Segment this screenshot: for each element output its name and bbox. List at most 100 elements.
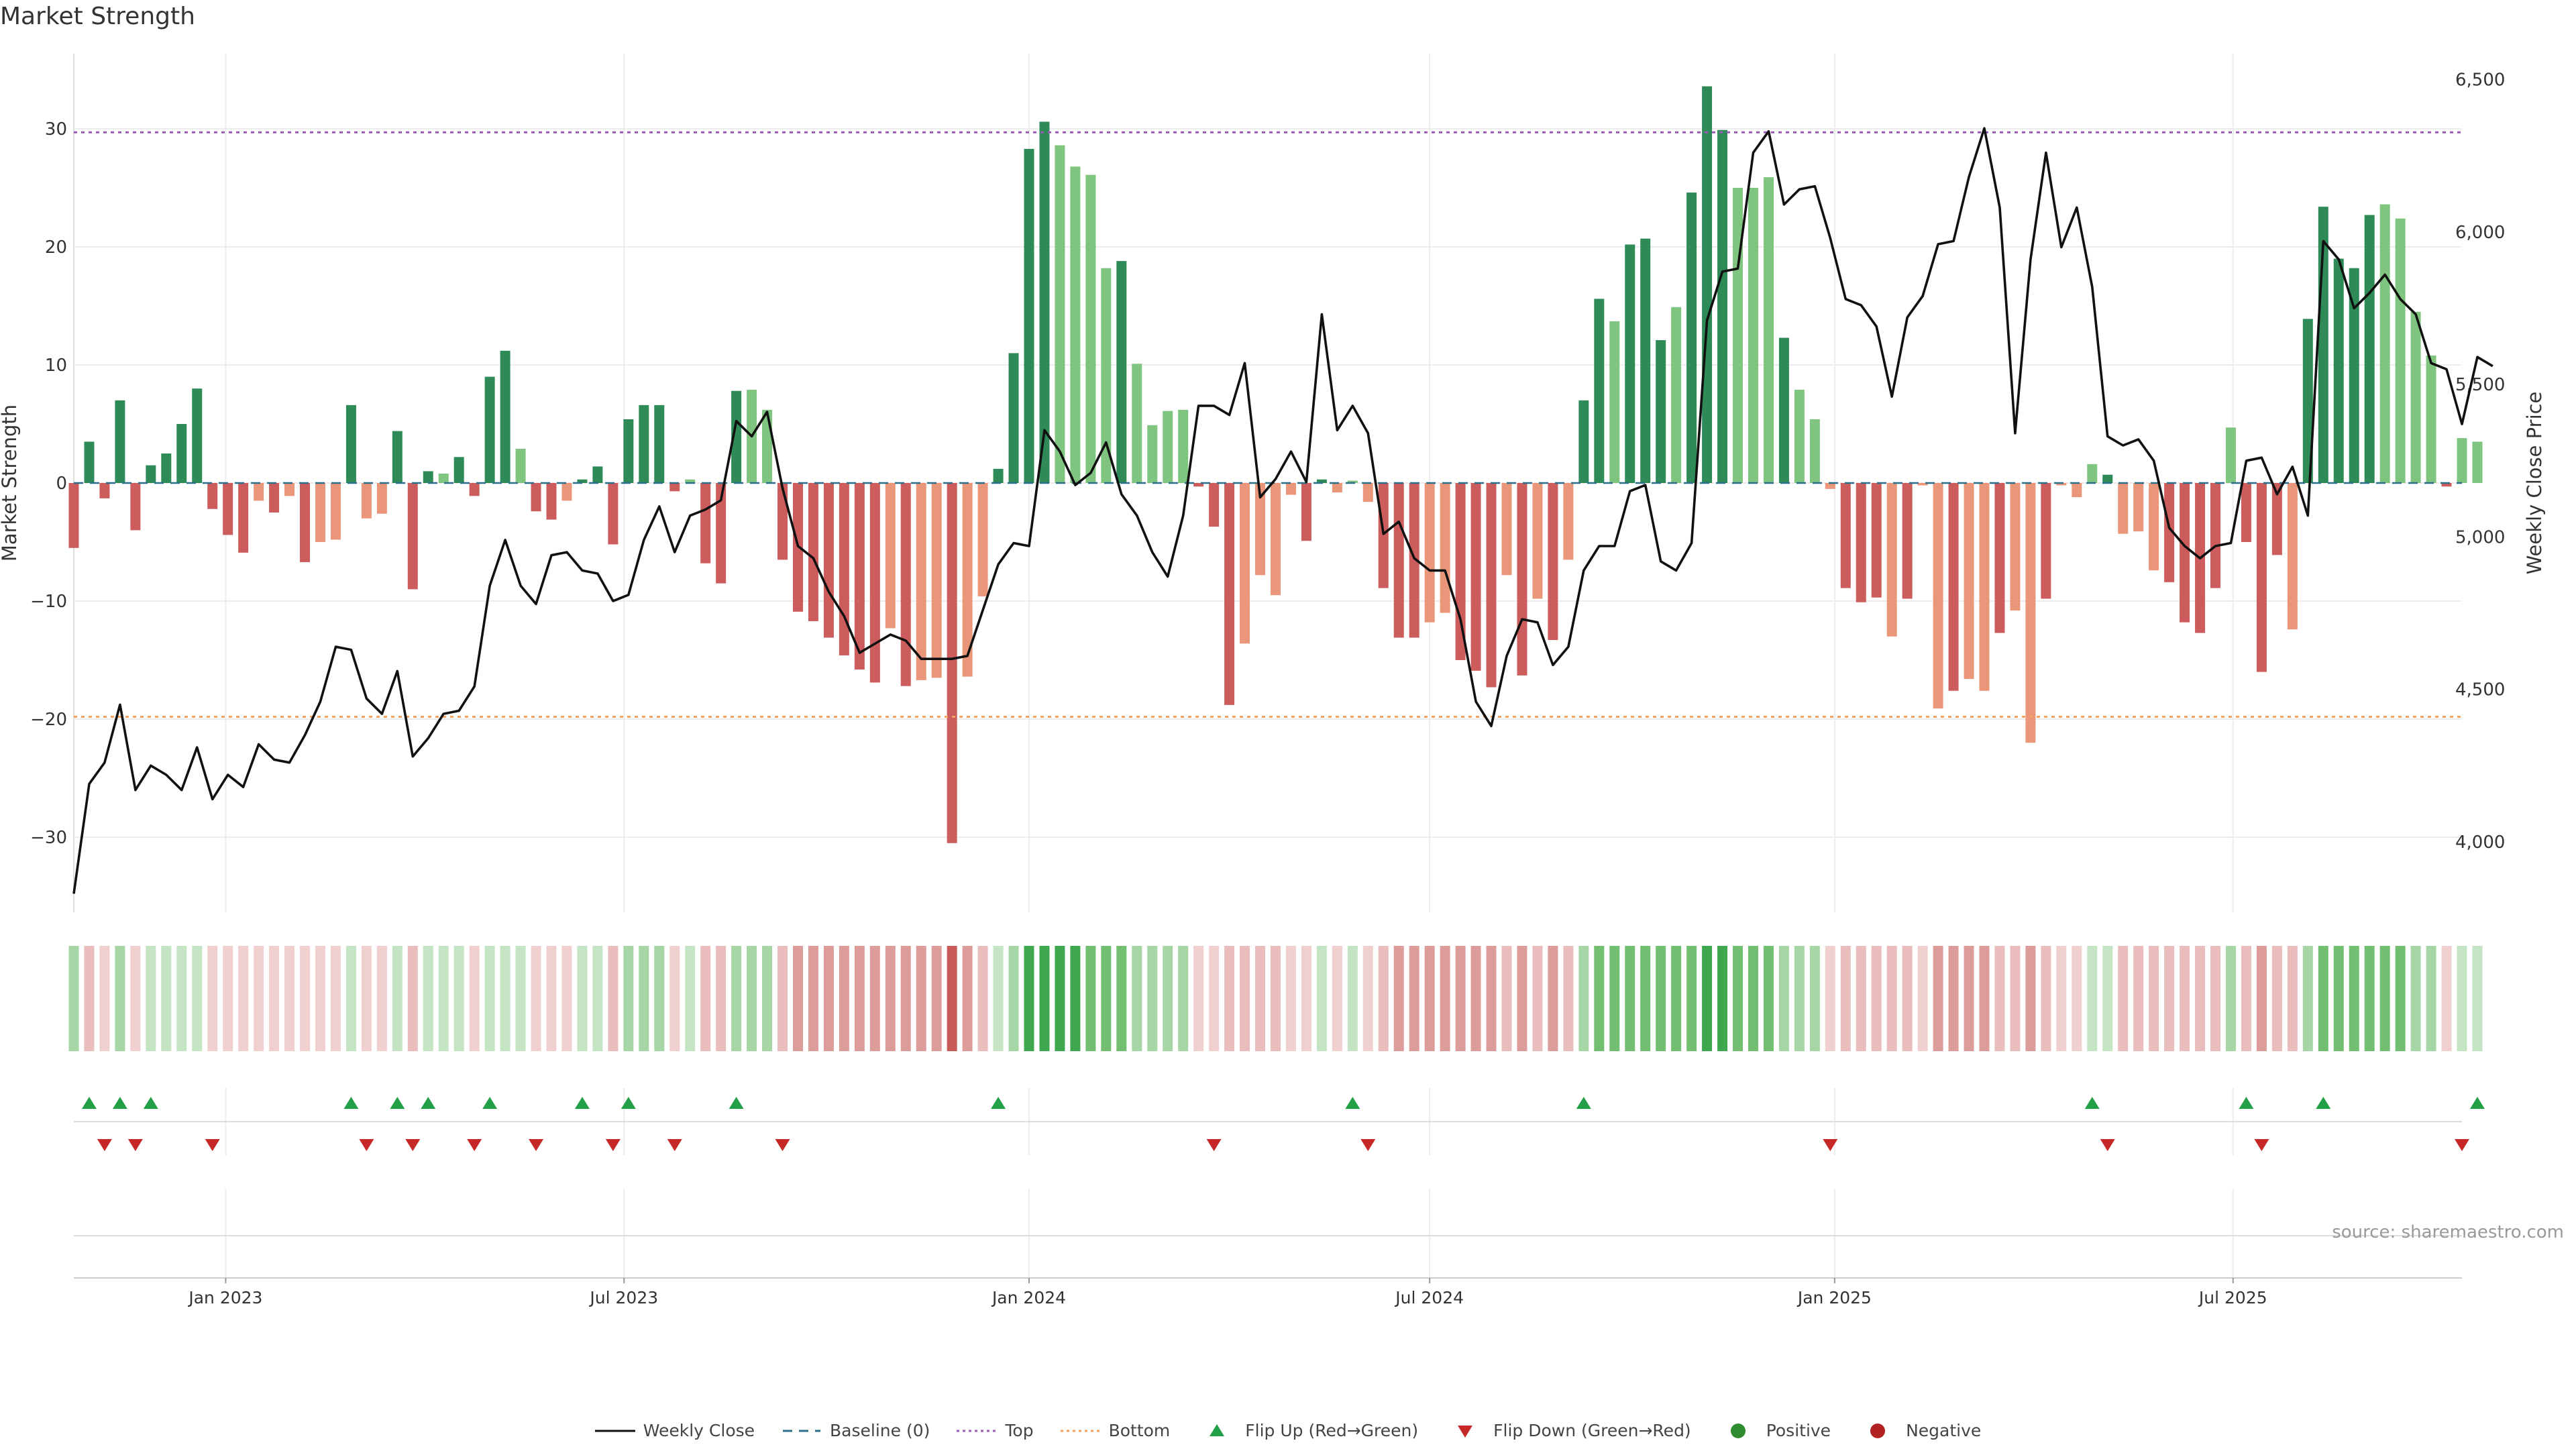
strength-bar bbox=[1902, 483, 1913, 599]
heatstrip-cell bbox=[1393, 946, 1404, 1051]
flip-down-marker bbox=[127, 1139, 143, 1151]
strength-bar bbox=[1440, 483, 1450, 613]
heatstrip-cell bbox=[1055, 946, 1065, 1051]
heatstrip-cell bbox=[1224, 946, 1235, 1051]
strength-bar bbox=[1517, 483, 1527, 676]
triangle-up-icon bbox=[1210, 1424, 1225, 1436]
strength-bar bbox=[700, 483, 711, 564]
gridlines bbox=[74, 54, 2462, 1278]
strength-bar bbox=[1470, 483, 1481, 671]
flip-down-marker bbox=[205, 1139, 220, 1151]
heatstrip-cell bbox=[1024, 946, 1034, 1051]
y-tick-label-right: 6,000 bbox=[2455, 223, 2505, 243]
strength-bar bbox=[2025, 483, 2036, 743]
heatstrip-cell bbox=[716, 946, 727, 1051]
strength-bar bbox=[1809, 419, 1820, 483]
x-tick-label: Jul 2024 bbox=[1394, 1288, 1464, 1307]
heatstrip-cell bbox=[1455, 946, 1466, 1051]
heatstrip-cell bbox=[1994, 946, 2005, 1051]
flip-down-marker bbox=[405, 1139, 421, 1151]
legend-item: Positive bbox=[1718, 1421, 1831, 1440]
y-tick-label-left: −20 bbox=[30, 710, 67, 730]
y-tick-label-right: 4,500 bbox=[2455, 680, 2505, 700]
strength-bar bbox=[1163, 411, 1173, 483]
strength-bar bbox=[2395, 218, 2406, 483]
x-axis: Jan 2023 Jul 2023 Jan 2024 Jul 2024 Jan 2025… bbox=[74, 1235, 2462, 1307]
heatstrip-cell bbox=[1209, 946, 1220, 1051]
legend-symbol bbox=[1870, 1423, 1886, 1438]
strength-bar bbox=[1101, 268, 1112, 483]
strength-bar bbox=[345, 405, 356, 483]
heatstrip-cell bbox=[1039, 946, 1050, 1051]
heatstrip-cell bbox=[1809, 946, 1820, 1051]
heatstrip-cell bbox=[2225, 946, 2236, 1051]
flip-up-marker bbox=[2469, 1097, 2485, 1109]
heatstrip-cell bbox=[1255, 946, 1266, 1051]
heatstrip-cell bbox=[1501, 946, 1512, 1051]
strength-bar bbox=[623, 419, 634, 483]
flip-down-marker bbox=[775, 1139, 790, 1151]
heatstrip-cell bbox=[669, 946, 680, 1051]
strength-bar bbox=[1055, 145, 1065, 483]
strength-bar bbox=[1994, 483, 2005, 633]
y-axis-label-left: Market Strength bbox=[0, 405, 21, 561]
heatstrip-cell bbox=[977, 946, 988, 1051]
strength-bar bbox=[2333, 258, 2344, 483]
heatstrip-cell bbox=[1763, 946, 1774, 1051]
strength-bar bbox=[1625, 244, 1635, 483]
flip-down-marker bbox=[1206, 1139, 1222, 1151]
strength-bar bbox=[1132, 364, 1142, 483]
strength-bar bbox=[1871, 483, 1882, 598]
heatstrip-cell bbox=[161, 946, 172, 1051]
y-tick-label-right: 6,500 bbox=[2455, 70, 2505, 91]
heatstrip-cell bbox=[1871, 946, 1882, 1051]
chart-title: Market Strength bbox=[0, 3, 195, 30]
x-tick-label: Jan 2024 bbox=[991, 1288, 1066, 1307]
strength-bar bbox=[993, 468, 1004, 483]
strength-bar bbox=[1347, 480, 1358, 483]
heatstrip-cell bbox=[2318, 946, 2328, 1051]
heatstrip-cell bbox=[1486, 946, 1497, 1051]
heatstrip-cell bbox=[223, 946, 233, 1051]
strength-bar bbox=[207, 483, 218, 509]
heatstrip-cell bbox=[284, 946, 295, 1051]
flip-down-marker bbox=[1360, 1139, 1376, 1151]
axes: −30 −20 −10 0 10 20 30 4,000 4,500 5,000 5,500 6,00… bbox=[30, 54, 2505, 912]
heatstrip-cell bbox=[130, 946, 141, 1051]
strength-bar bbox=[269, 483, 280, 513]
y-tick-label-left: −30 bbox=[30, 828, 67, 848]
strength-bar bbox=[762, 409, 773, 483]
strength-bar bbox=[1548, 483, 1558, 641]
strength-bar bbox=[1609, 321, 1620, 483]
heatstrip-cell bbox=[2041, 946, 2051, 1051]
legend-item: Flip Down (Green→Red) bbox=[1445, 1421, 1691, 1440]
flip-up-marker bbox=[991, 1097, 1006, 1109]
strength-bar bbox=[1886, 483, 1897, 637]
heatstrip-cell bbox=[2025, 946, 2036, 1051]
heatstrip-cell bbox=[916, 946, 926, 1051]
heatstrip-cell bbox=[1594, 946, 1605, 1051]
heatstrip-cell bbox=[869, 946, 880, 1051]
flip-up-marker bbox=[482, 1097, 498, 1109]
heatstrip-cell bbox=[2364, 946, 2375, 1051]
strength-bar bbox=[223, 483, 233, 535]
strength-heatstrip bbox=[68, 946, 2483, 1051]
heatstrip-cell bbox=[2180, 946, 2190, 1051]
triangle-down-icon bbox=[1458, 1425, 1473, 1438]
heatstrip-cell bbox=[931, 946, 942, 1051]
strength-bar bbox=[1825, 483, 1835, 489]
heatstrip-cell bbox=[2302, 946, 2313, 1051]
strength-bar bbox=[1933, 483, 1943, 709]
legend-item: Negative bbox=[1858, 1421, 1981, 1440]
strength-bar bbox=[2457, 438, 2467, 483]
strength-bar bbox=[2087, 464, 2098, 483]
heatstrip-cell bbox=[300, 946, 311, 1051]
strength-bar bbox=[2180, 483, 2190, 623]
strength-bar bbox=[869, 483, 880, 683]
heatstrip-cell bbox=[1902, 946, 1913, 1051]
strength-bar bbox=[130, 483, 141, 531]
legend-label: Top bbox=[1005, 1421, 1034, 1440]
heatstrip-cell bbox=[1440, 946, 1450, 1051]
legend-item: Baseline (0) bbox=[782, 1421, 930, 1440]
strength-bar bbox=[854, 483, 865, 670]
